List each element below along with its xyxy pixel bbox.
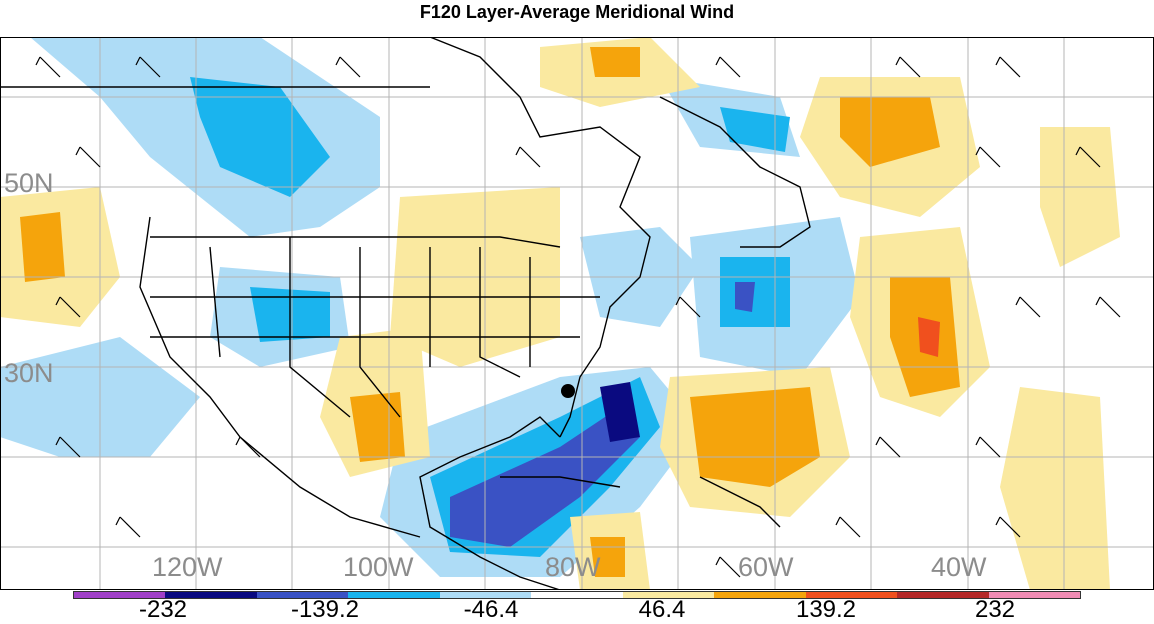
meridional-wind-map bbox=[0, 37, 1154, 590]
colorbar-label: 46.4 bbox=[638, 596, 686, 623]
colorbar-segment bbox=[74, 592, 166, 598]
lon-label-100w: 100W bbox=[343, 552, 414, 582]
wind-barbs bbox=[35, 56, 1121, 578]
lat-label-30n: 30N bbox=[4, 358, 54, 388]
colorbar bbox=[73, 591, 1081, 599]
lat-label-50n: 50N bbox=[4, 168, 54, 198]
colorbar-label: -46.4 bbox=[463, 596, 519, 623]
colorbar-label: 232 bbox=[974, 596, 1016, 623]
colorbar-label: -232 bbox=[138, 596, 188, 623]
lon-label-120w: 120W bbox=[152, 552, 223, 582]
colorbar-segment bbox=[805, 592, 898, 598]
colorbar-segment bbox=[256, 592, 349, 598]
colorbar-segment bbox=[897, 592, 989, 598]
colorbar-segment bbox=[165, 592, 257, 598]
lon-label-60w: 60W bbox=[738, 552, 794, 582]
colorbar-segment bbox=[714, 592, 806, 598]
colorbar-segment bbox=[348, 592, 440, 598]
lon-label-40w: 40W bbox=[931, 552, 987, 582]
colorbar-segment bbox=[531, 592, 623, 598]
storm-center-dot bbox=[561, 384, 575, 398]
colorbar-segment bbox=[439, 592, 532, 598]
coastlines-and-borders bbox=[0, 37, 811, 590]
colorbar-segment bbox=[622, 592, 715, 598]
colorbar-segment bbox=[988, 592, 1080, 598]
lon-label-80w: 80W bbox=[545, 552, 601, 582]
map-title: F120 Layer-Average Meridional Wind bbox=[419, 2, 735, 22]
colorbar-label: 139.2 bbox=[795, 596, 857, 623]
lat-lon-grid bbox=[0, 37, 1154, 590]
colorbar-label: -139.2 bbox=[290, 596, 360, 623]
